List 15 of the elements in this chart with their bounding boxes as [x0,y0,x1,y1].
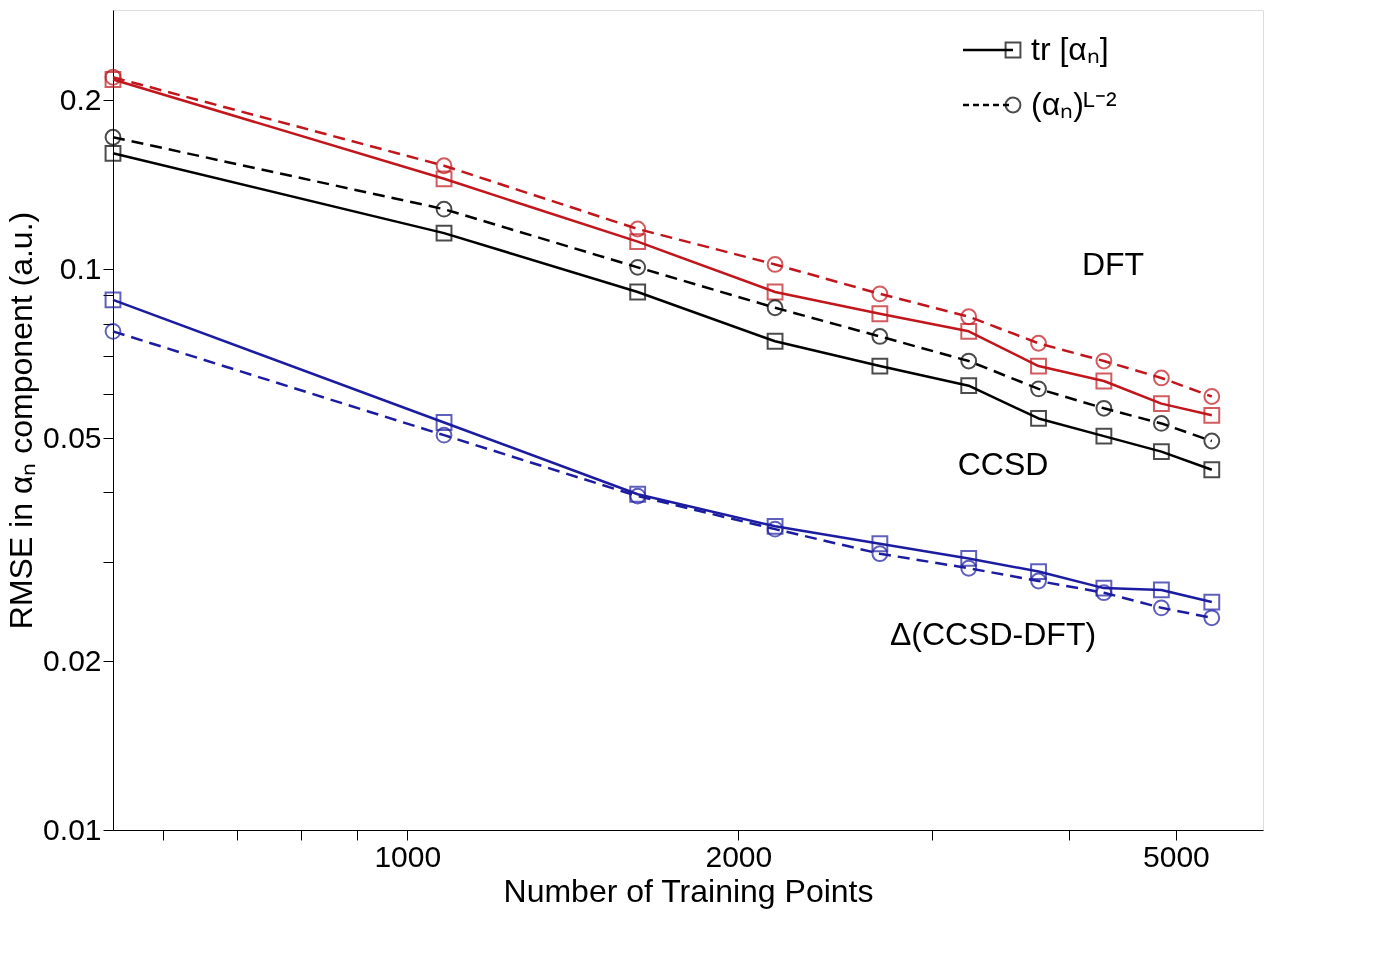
x-tick-label: 2000 [705,839,773,873]
y-tick-label: 0.1 [59,251,102,285]
y-tick-label: 0.01 [43,812,102,846]
y-tick-label: 0.05 [43,420,102,454]
x-tick-label: 5000 [1143,839,1210,873]
legend-label: tr [αₙ] [1031,31,1109,67]
x-axis-title: Number of Training Points [503,872,874,909]
y-axis-title: RMSE in αₙ component (a.u.) [3,211,40,630]
y-tick-label: 0.2 [59,82,102,116]
annotation: DFT [1081,246,1145,282]
x-tick-label: 1000 [374,839,442,873]
y-tick-label: 0.02 [43,643,102,677]
annotation: CCSD [957,446,1049,482]
annotation: Δ(CCSD-DFT) [889,616,1097,652]
legend-label: (αₙ)ᴸ⁻² [1031,86,1118,122]
